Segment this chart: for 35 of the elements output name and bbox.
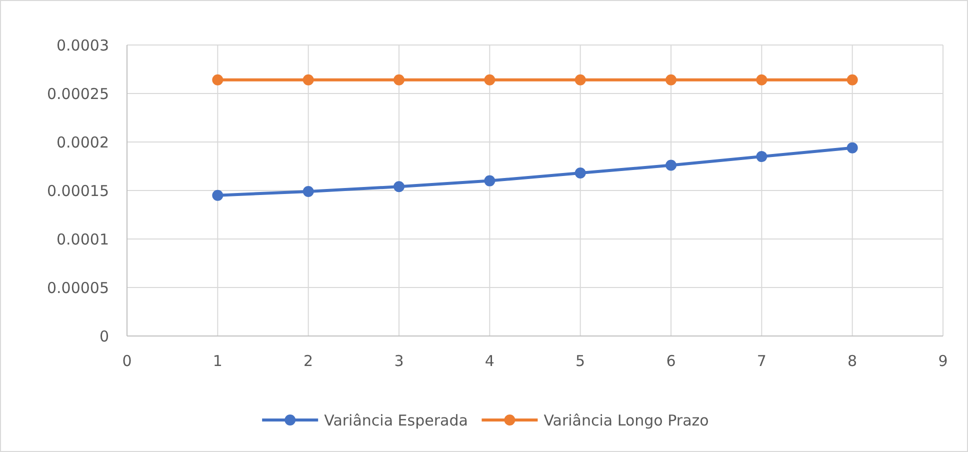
x-tick-label: 7 (756, 352, 766, 370)
x-tick-label: 8 (848, 352, 858, 370)
point (484, 74, 496, 86)
point (484, 175, 496, 186)
point (756, 74, 768, 86)
point (394, 74, 404, 86)
point (666, 74, 676, 86)
point (302, 186, 314, 197)
point (574, 168, 586, 179)
x-tick-label: 3 (394, 352, 404, 370)
y-tick-label: 0.0001 (56, 230, 109, 248)
x-tick-label: 0 (122, 352, 132, 370)
x-tick-label: 9 (938, 352, 948, 370)
x-tick-label: 6 (666, 352, 676, 370)
y-tick-label: 0.0002 (56, 133, 109, 152)
point (212, 190, 224, 201)
point (846, 142, 858, 154)
y-tick-label: 0.00025 (46, 84, 109, 103)
x-tick-label: 1 (212, 352, 222, 370)
x-tick-label: 2 (304, 352, 314, 370)
y-tick-label: 0.0003 (56, 36, 109, 54)
point (212, 74, 224, 86)
point (756, 151, 768, 162)
point (394, 181, 404, 192)
y-tick-label: 0.00005 (46, 278, 109, 297)
point (846, 74, 858, 86)
y-tick-label: 0 (99, 327, 109, 346)
point (574, 74, 586, 86)
legend-label: Variância Esperada (324, 411, 468, 430)
x-tick-label: 4 (484, 352, 494, 370)
y-tick-label: 0.00015 (46, 182, 109, 200)
legend-label: Variância Longo Prazo (544, 411, 709, 430)
x-tick-label: 5 (576, 352, 586, 370)
point (666, 160, 676, 171)
point (302, 74, 314, 86)
